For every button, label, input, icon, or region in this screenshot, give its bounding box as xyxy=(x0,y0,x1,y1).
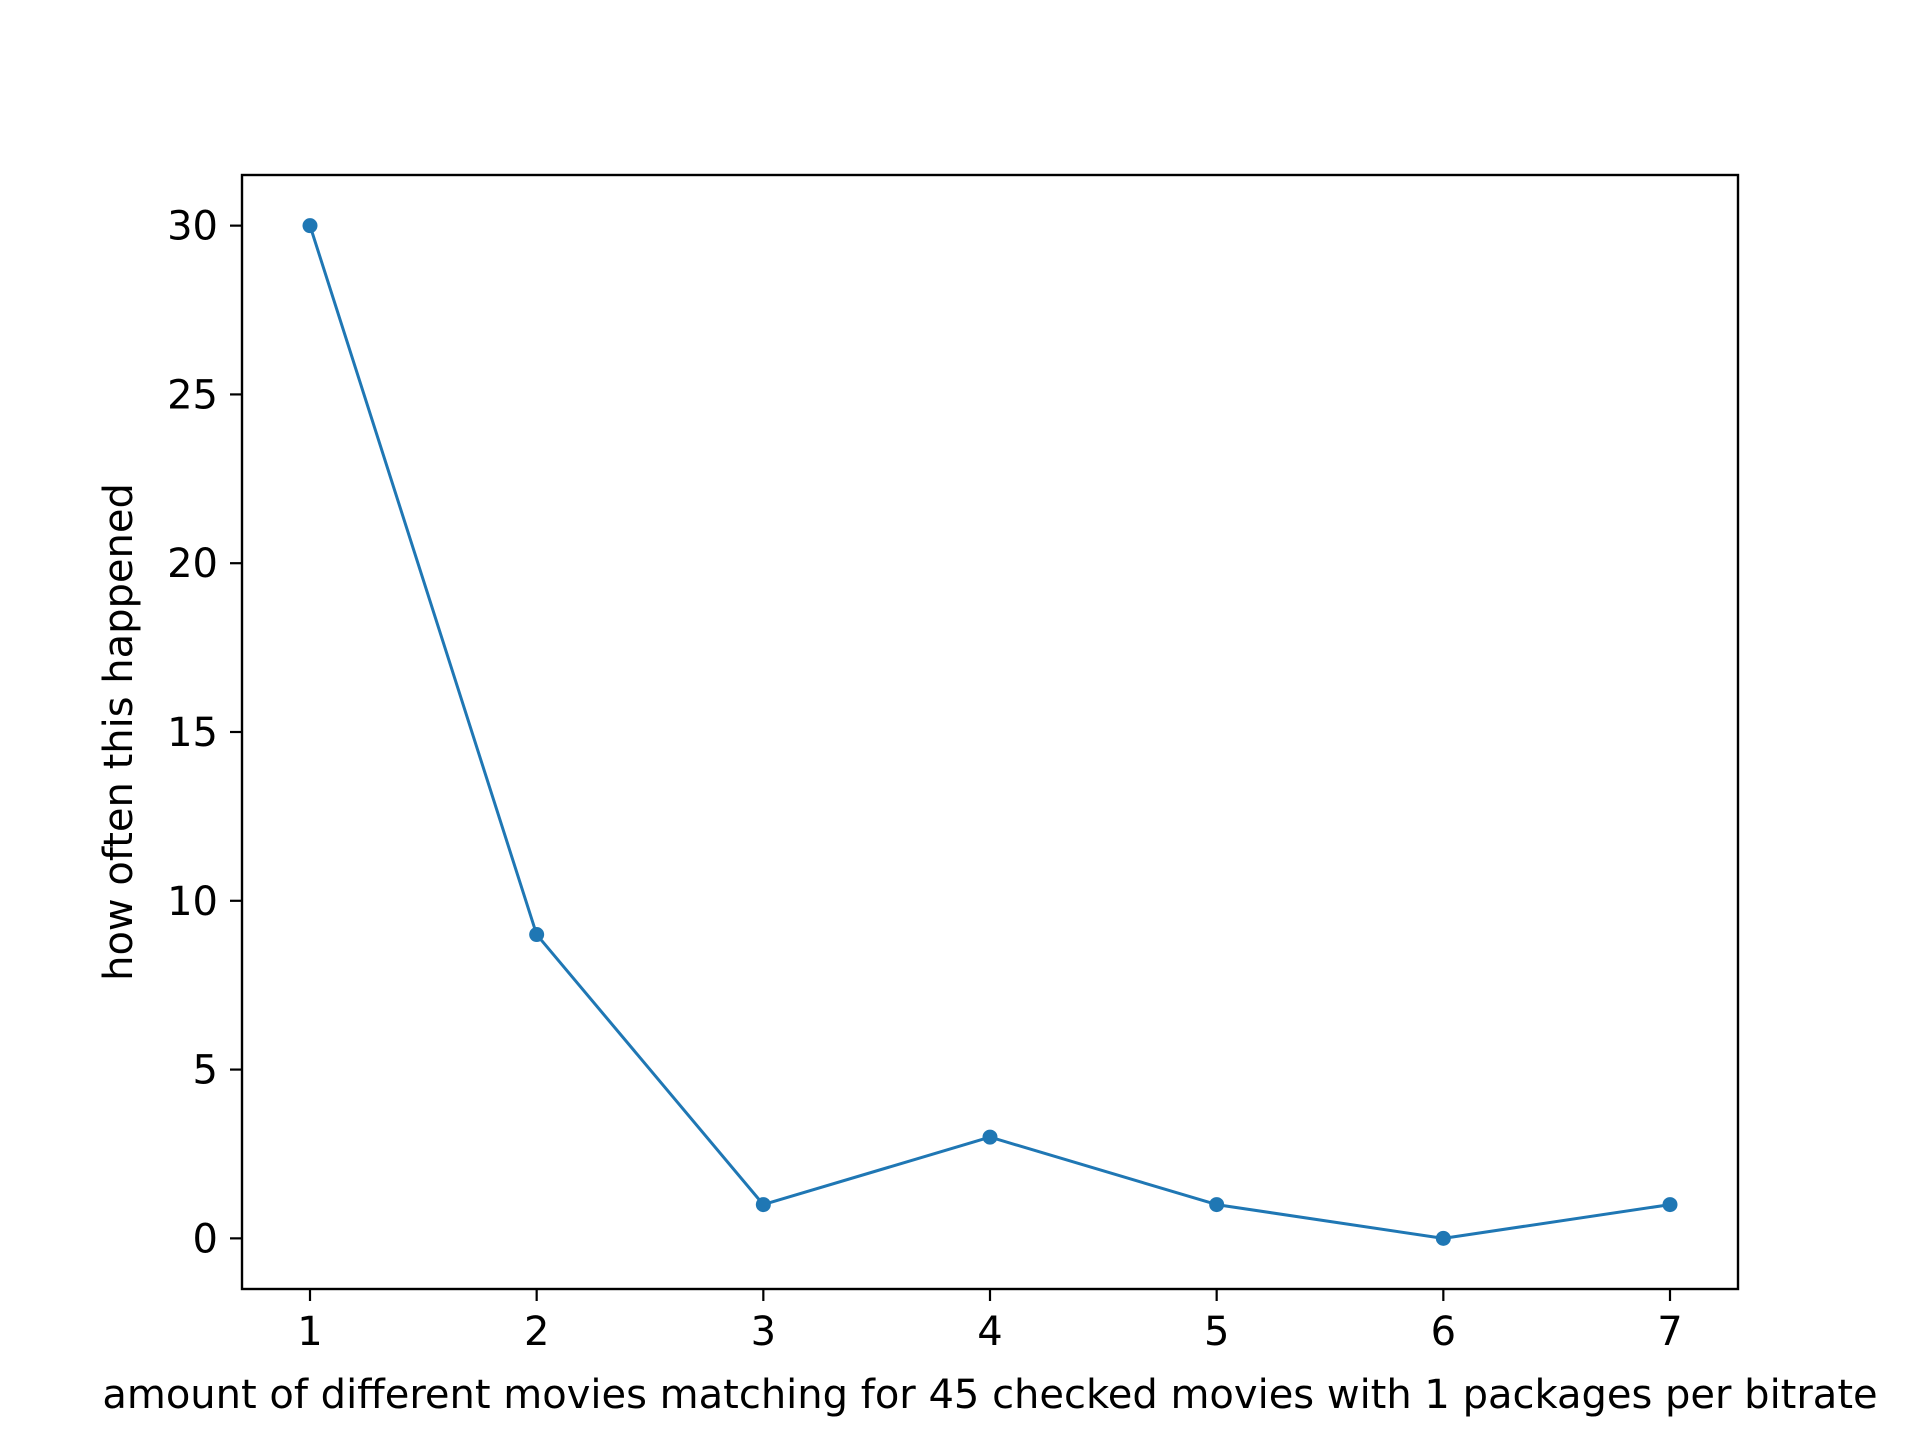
x-axis-ticks: 1 2 3 4 5 6 7 xyxy=(297,1289,1683,1355)
y-tick-label: 10 xyxy=(167,879,218,925)
plot-area xyxy=(242,175,1738,1289)
y-tick-label: 0 xyxy=(193,1216,218,1262)
data-point xyxy=(1662,1197,1678,1213)
x-tick-label: 6 xyxy=(1431,1309,1456,1355)
data-point xyxy=(302,218,318,234)
x-tick-label: 3 xyxy=(751,1309,776,1355)
y-tick-label: 5 xyxy=(193,1048,218,1094)
data-point xyxy=(1209,1197,1225,1213)
x-axis-label: amount of different movies matching for … xyxy=(102,1372,1877,1418)
data-point xyxy=(982,1129,998,1145)
y-axis-label: how often this happened xyxy=(96,483,142,981)
y-tick-label: 25 xyxy=(167,372,218,418)
plot-frame xyxy=(240,173,1740,1291)
y-axis-ticks: 0 5 10 15 20 25 30 xyxy=(167,204,242,1262)
x-tick-label: 2 xyxy=(524,1309,549,1355)
y-tick-label: 30 xyxy=(167,204,218,250)
data-point xyxy=(755,1197,771,1213)
series-group xyxy=(302,218,1678,1246)
data-point xyxy=(1435,1230,1451,1246)
y-tick-label: 15 xyxy=(167,710,218,756)
x-tick-label: 4 xyxy=(977,1309,1002,1355)
y-tick-label: 20 xyxy=(167,541,218,587)
data-point xyxy=(529,927,545,943)
x-tick-label: 5 xyxy=(1204,1309,1229,1355)
x-tick-label: 7 xyxy=(1657,1309,1682,1355)
x-tick-label: 1 xyxy=(297,1309,322,1355)
